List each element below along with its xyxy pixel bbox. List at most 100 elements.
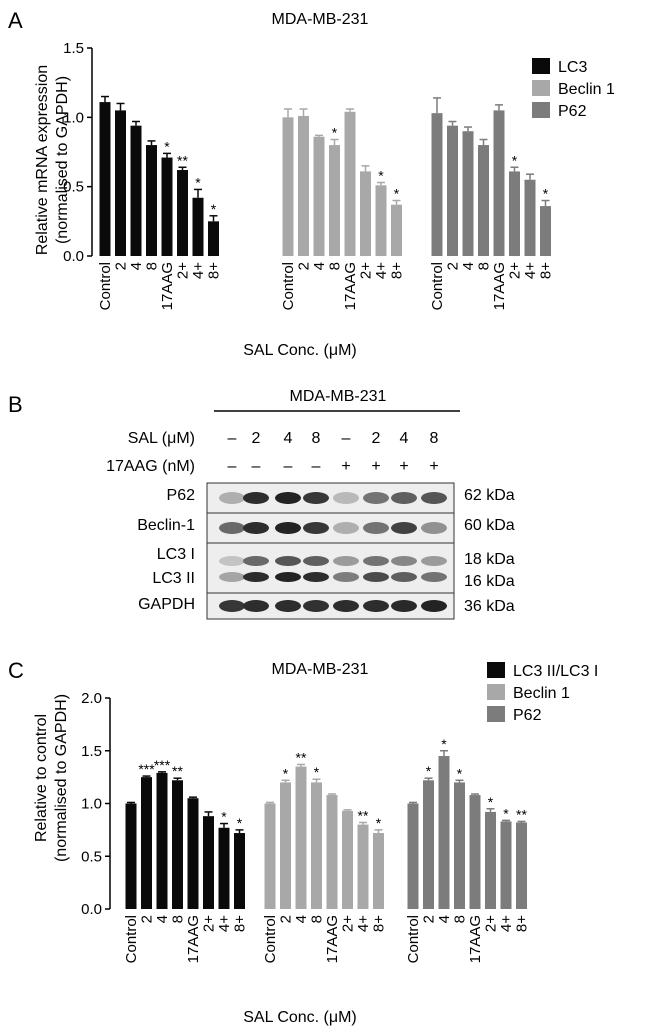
chart-c-bar bbox=[407, 803, 419, 909]
chart-c-x-tick-label: 4+ bbox=[216, 915, 233, 932]
blot-aag-value: – bbox=[312, 458, 321, 475]
chart-a-title: MDA-MB-231 bbox=[272, 11, 369, 28]
blot-band bbox=[303, 556, 329, 566]
blot-band bbox=[333, 522, 359, 534]
chart-c-x-tick-label: 4 bbox=[154, 915, 171, 923]
blot-band bbox=[363, 556, 389, 566]
chart-c-xlabel: SAL Conc. (μM) bbox=[243, 1009, 357, 1026]
chart-c-x-tick-label: 8 bbox=[452, 915, 469, 923]
blot-band bbox=[421, 572, 447, 582]
chart-c-bar bbox=[280, 782, 291, 909]
chart-a-x-tick-label: 8 bbox=[476, 262, 493, 270]
chart-a-bar bbox=[462, 131, 474, 256]
chart-c-significance-label: * bbox=[441, 736, 447, 752]
blot-band bbox=[333, 572, 359, 582]
chart-c-title: MDA-MB-231 bbox=[272, 661, 369, 678]
panel-c-label: C bbox=[8, 658, 24, 683]
blot-size-label: 62 kDa bbox=[464, 487, 515, 504]
chart-a-bar bbox=[493, 110, 505, 257]
chart-a-bar bbox=[192, 197, 204, 256]
chart-a-significance-label: ** bbox=[177, 152, 188, 168]
blot-row-label: LC3 II bbox=[152, 570, 195, 587]
blot-title: MDA-MB-231 bbox=[290, 388, 387, 405]
blot-aag-value: + bbox=[399, 458, 408, 475]
chart-c-bar bbox=[500, 821, 512, 909]
chart-a-x-tick-label: Control bbox=[280, 262, 297, 310]
chart-a-y-tick-label: 1.0 bbox=[63, 109, 84, 126]
chart-a-bar bbox=[313, 136, 325, 256]
chart-c-significance-label: ** bbox=[516, 806, 527, 822]
chart-a-x-tick-label: 2+ bbox=[175, 262, 192, 279]
chart-c-bar bbox=[423, 780, 434, 909]
chart-c-legend-swatch bbox=[487, 662, 505, 678]
blot-band bbox=[219, 492, 245, 504]
blot-band bbox=[243, 492, 269, 504]
blot-membrane bbox=[206, 542, 455, 594]
chart-c-bar bbox=[187, 798, 199, 909]
blot-sal-value: 8 bbox=[430, 430, 439, 447]
blot-band bbox=[421, 600, 447, 612]
chart-c-significance-label: * bbox=[426, 763, 432, 779]
chart-a-x-tick-label: 17AAG bbox=[342, 262, 359, 310]
blot-band bbox=[219, 556, 245, 566]
chart-a-bar bbox=[447, 125, 458, 256]
chart-c-bar bbox=[454, 782, 465, 909]
blot-band bbox=[303, 492, 329, 504]
chart-c-x-tick-label: 17AAG bbox=[467, 915, 484, 963]
chart-c-x-tick-label: 4+ bbox=[498, 915, 515, 932]
chart-a-bar bbox=[524, 179, 536, 256]
western-blot: MDA-MB-231 SAL (μM) 17AAG (nM) ––2–4–8––… bbox=[106, 388, 515, 620]
chart-c-legend-swatch bbox=[487, 684, 505, 700]
blot-sal-value: 2 bbox=[372, 430, 381, 447]
chart-a-xlabel: SAL Conc. (μM) bbox=[243, 342, 357, 359]
chart-a-bar bbox=[478, 145, 489, 256]
chart-a-bar bbox=[344, 111, 356, 256]
chart-c-x-tick-label: 2 bbox=[278, 915, 295, 923]
chart-c-bar bbox=[172, 780, 183, 909]
blot-band bbox=[391, 522, 417, 534]
chart-c-x-tick-label: 8+ bbox=[514, 915, 531, 932]
chart-a-bar bbox=[99, 102, 111, 256]
blot-size-label: 18 kDa bbox=[464, 551, 515, 568]
chart-a-x-tick-label: 4+ bbox=[522, 262, 539, 279]
blot-band bbox=[219, 600, 245, 612]
chart-a-x-tick-label: 2+ bbox=[507, 262, 524, 279]
blot-aag-value: + bbox=[341, 458, 350, 475]
blot-band bbox=[333, 556, 359, 566]
blot-band bbox=[243, 572, 269, 582]
chart-c-significance-label: * bbox=[283, 765, 289, 781]
chart-c-x-tick-label: 2 bbox=[139, 915, 156, 923]
chart-c-x-tick-label: 2+ bbox=[483, 915, 500, 932]
chart-c-ylabel-line1: Relative to control bbox=[33, 714, 50, 842]
blot-band bbox=[303, 522, 329, 534]
chart-c-significance-label: * bbox=[503, 805, 509, 821]
chart-a-bar bbox=[391, 204, 402, 256]
chart-a-x-tick-label: 4 bbox=[128, 262, 145, 270]
blot-band bbox=[363, 492, 389, 504]
blot-band bbox=[421, 492, 447, 504]
chart-a-x-tick-label: 2 bbox=[113, 262, 130, 270]
blot-band bbox=[421, 522, 447, 534]
chart-c-bar bbox=[295, 766, 307, 909]
chart-a-x-tick-label: 17AAG bbox=[491, 262, 508, 310]
chart-c-bar bbox=[264, 803, 276, 909]
blot-band bbox=[275, 492, 301, 504]
chart-c-legend-label: Beclin 1 bbox=[513, 685, 570, 702]
chart-c-significance-label: ** bbox=[358, 807, 369, 823]
chart-a-bar bbox=[282, 117, 294, 256]
chart-c-x-tick-label: 8+ bbox=[232, 915, 249, 932]
blot-band bbox=[219, 572, 245, 582]
chart-a-bar bbox=[130, 125, 142, 256]
chart-c-significance-label: *** bbox=[154, 757, 171, 773]
chart-a-bar bbox=[208, 221, 219, 256]
blot-aag-value: – bbox=[284, 458, 293, 475]
panel-a-label: A bbox=[8, 8, 23, 33]
blot-size-label: 36 kDa bbox=[464, 598, 515, 615]
chart-a-legend-label: LC3 bbox=[558, 59, 587, 76]
chart-c-x-tick-label: 17AAG bbox=[185, 915, 202, 963]
chart-c-x-tick-label: 4 bbox=[436, 915, 453, 923]
chart-a-x-tick-label: 4+ bbox=[373, 262, 390, 279]
chart-c-significance-label: * bbox=[457, 765, 463, 781]
chart-c-bar bbox=[485, 811, 496, 909]
blot-band bbox=[363, 600, 389, 612]
